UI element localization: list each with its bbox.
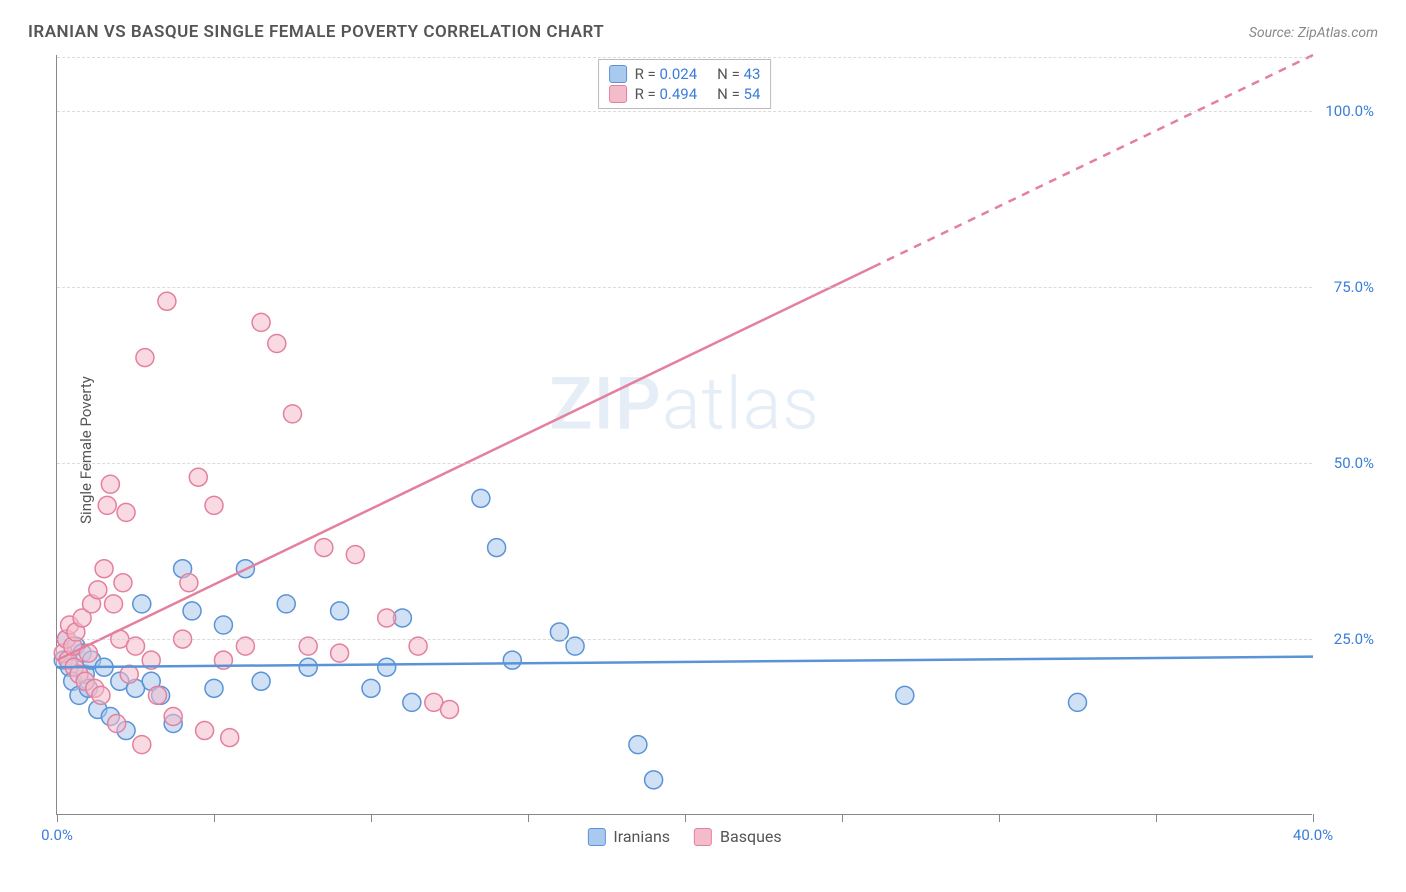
scatter-point[interactable] (284, 405, 302, 423)
scatter-point[interactable] (136, 349, 154, 367)
legend-swatch (609, 85, 627, 103)
legend-series-item[interactable]: Basques (694, 827, 782, 846)
scatter-point[interactable] (252, 313, 270, 331)
scatter-point[interactable] (214, 616, 232, 634)
legend-r-label: R = 0.494 (635, 85, 698, 103)
x-tick (371, 814, 372, 822)
y-tick-label: 25.0% (1334, 630, 1374, 648)
scatter-point[interactable] (196, 722, 214, 740)
scatter-point[interactable] (205, 679, 223, 697)
scatter-point[interactable] (331, 644, 349, 662)
gridline-h (57, 57, 1312, 58)
x-tick (685, 814, 686, 822)
scatter-point[interactable] (403, 693, 421, 711)
trend-line (57, 657, 1313, 668)
gridline-h (57, 287, 1312, 288)
legend-r-label: R = 0.024 (635, 65, 698, 83)
scatter-point[interactable] (89, 581, 107, 599)
chart-title: IRANIAN VS BASQUE SINGLE FEMALE POVERTY … (28, 22, 604, 42)
legend-correlation-row: R = 0.024 N = 43 (609, 64, 761, 84)
scatter-point[interactable] (98, 496, 116, 514)
scatter-point[interactable] (120, 665, 138, 683)
scatter-point[interactable] (183, 602, 201, 620)
scatter-point[interactable] (101, 475, 119, 493)
x-tick (1156, 814, 1157, 822)
scatter-point[interactable] (331, 602, 349, 620)
scatter-point[interactable] (148, 686, 166, 704)
plot-wrapper: Single Female Poverty ZIPatlas R = 0.024… (48, 55, 1378, 845)
source-link[interactable]: ZipAtlas.com (1298, 25, 1378, 41)
x-tick (1313, 814, 1314, 822)
legend-correlation: R = 0.024 N = 43 R = 0.494 N = 54 (598, 59, 772, 109)
scatter-point[interactable] (896, 686, 914, 704)
legend-correlation-row: R = 0.494 N = 54 (609, 84, 761, 104)
scatter-point[interactable] (1069, 693, 1087, 711)
y-tick-label: 50.0% (1334, 454, 1374, 472)
scatter-point[interactable] (472, 489, 490, 507)
scatter-point[interactable] (362, 679, 380, 697)
scatter-point[interactable] (441, 700, 459, 718)
scatter-point[interactable] (95, 560, 113, 578)
scatter-point[interactable] (133, 595, 151, 613)
scatter-point[interactable] (221, 729, 239, 747)
scatter-point[interactable] (503, 651, 521, 669)
source-attribution: Source: ZipAtlas.com (1249, 25, 1378, 41)
scatter-point[interactable] (252, 672, 270, 690)
scatter-point[interactable] (158, 292, 176, 310)
scatter-point[interactable] (268, 335, 286, 353)
gridline-h (57, 463, 1312, 464)
scatter-point[interactable] (346, 546, 364, 564)
scatter-point[interactable] (378, 658, 396, 676)
x-tick-label: 40.0% (1293, 826, 1333, 844)
gridline-h (57, 639, 1312, 640)
scatter-point[interactable] (114, 574, 132, 592)
scatter-point[interactable] (133, 736, 151, 754)
scatter-point[interactable] (645, 771, 663, 789)
x-tick (214, 814, 215, 822)
scatter-point[interactable] (92, 686, 110, 704)
x-tick (842, 814, 843, 822)
legend-series-label: Basques (720, 827, 782, 846)
scatter-point[interactable] (299, 658, 317, 676)
legend-swatch (694, 828, 712, 846)
scatter-point[interactable] (108, 715, 126, 733)
scatter-point[interactable] (629, 736, 647, 754)
scatter-point[interactable] (105, 595, 123, 613)
x-tick (999, 814, 1000, 822)
legend-series-item[interactable]: Iranians (587, 827, 670, 846)
gridline-h (57, 111, 1312, 112)
scatter-point[interactable] (205, 496, 223, 514)
legend-series-label: Iranians (613, 827, 670, 846)
scatter-point[interactable] (378, 609, 396, 627)
scatter-point[interactable] (117, 503, 135, 521)
scatter-point[interactable] (164, 707, 182, 725)
scatter-point[interactable] (488, 539, 506, 557)
scatter-point[interactable] (277, 595, 295, 613)
scatter-point[interactable] (315, 539, 333, 557)
y-tick-label: 100.0% (1325, 102, 1374, 120)
scatter-point[interactable] (189, 468, 207, 486)
plot-area: ZIPatlas R = 0.024N = 43R = 0.494N = 54 … (56, 55, 1312, 815)
legend-n-label: N = 43 (717, 65, 760, 83)
title-bar: IRANIAN VS BASQUE SINGLE FEMALE POVERTY … (28, 22, 1378, 42)
x-tick-label: 0.0% (41, 826, 73, 844)
source-label: Source: (1249, 25, 1294, 41)
legend-n-label: N = 54 (717, 85, 760, 103)
legend-swatch (587, 828, 605, 846)
x-tick (528, 814, 529, 822)
trend-line-extrapolated (873, 55, 1313, 267)
scatter-point[interactable] (180, 574, 198, 592)
y-tick-label: 75.0% (1334, 278, 1374, 296)
legend-swatch (609, 65, 627, 83)
x-tick (57, 814, 58, 822)
plot-svg (57, 55, 1312, 814)
legend-series: Iranians Basques (587, 827, 781, 846)
